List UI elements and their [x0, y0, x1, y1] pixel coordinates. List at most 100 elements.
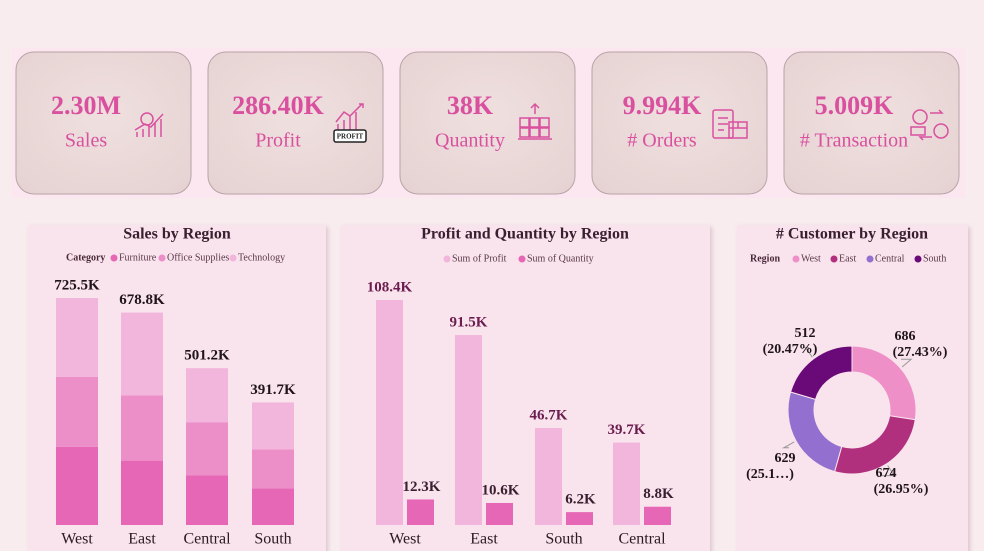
bar-segment: [121, 460, 163, 525]
leader-line: [781, 441, 795, 449]
bar: [486, 502, 513, 525]
bar: [455, 335, 482, 525]
x-tick-label: West: [61, 531, 93, 548]
total-label: 725.5K: [54, 277, 100, 293]
bar: [535, 428, 562, 525]
value-label: 12.3K: [403, 479, 441, 495]
donut-slice: [789, 345, 853, 400]
kpi-label: Sales: [65, 130, 107, 152]
value-label: 91.5K: [450, 315, 488, 331]
kpi-value: 9.994K: [623, 91, 703, 120]
sales-icon: [134, 112, 164, 137]
total-label: 678.8K: [119, 292, 165, 308]
bar-segment: [56, 376, 98, 447]
bar: [613, 442, 640, 525]
legend-label: Furniture: [119, 252, 157, 263]
bar: [407, 499, 434, 525]
value-label: 8.8K: [643, 486, 674, 502]
legend-label: East: [839, 253, 856, 264]
legend-swatch: [229, 254, 237, 262]
profit-icon: PROFIT: [333, 103, 367, 143]
legend-swatch: [830, 255, 838, 263]
legend-swatch: [110, 254, 118, 262]
orders-icon: [712, 109, 748, 139]
value-label: 108.4K: [367, 279, 413, 295]
svg-text:PROFIT: PROFIT: [337, 133, 364, 141]
legend-label: West: [801, 253, 821, 264]
legend-label: Technology: [238, 252, 285, 263]
legend-title: Region: [750, 253, 780, 264]
leader-line: [901, 358, 913, 368]
bar-segment: [186, 368, 228, 423]
leader-line: [882, 465, 896, 477]
bar-segment: [252, 449, 294, 489]
bar-segment: [186, 475, 228, 525]
bar-segment: [186, 422, 228, 476]
bar-segment: [56, 298, 98, 377]
data-label: 629: [775, 451, 796, 466]
legend-swatch: [866, 255, 874, 263]
x-tick-label: South: [545, 531, 582, 548]
value-label: 39.7K: [608, 422, 646, 438]
legend-label: Office Supplies: [167, 252, 229, 263]
legend-swatch: [443, 255, 451, 263]
panel: [737, 225, 968, 551]
bar-segment: [121, 312, 163, 396]
kpi-label: # Transaction: [800, 130, 908, 152]
legend-swatch: [792, 255, 800, 263]
bar: [566, 512, 593, 525]
kpi-card: [783, 51, 960, 195]
leader-line: [804, 347, 813, 358]
total-label: 391.7K: [250, 382, 296, 398]
kpi-value: 2.30M: [51, 91, 121, 120]
legend-label: Sum of Profit: [452, 253, 507, 264]
kpi-label: Quantity: [435, 130, 505, 152]
kpi-card: [399, 51, 576, 195]
data-label: 512: [795, 326, 816, 341]
x-tick-label: East: [470, 531, 498, 548]
total-label: 501.2K: [184, 348, 230, 364]
x-tick-label: Central: [183, 531, 231, 548]
value-label: 6.2K: [565, 492, 596, 508]
chart-title: Sales by Region: [123, 226, 231, 243]
kpi-label: Profit: [255, 130, 301, 152]
legend-label: Central: [875, 253, 905, 264]
bar: [376, 300, 403, 525]
legend-swatch: [914, 255, 922, 263]
quantity-icon: [518, 102, 552, 140]
chart-title: Profit and Quantity by Region: [421, 226, 629, 243]
legend-swatch: [158, 254, 166, 262]
kpi-value: 5.009K: [815, 91, 895, 120]
bar: [644, 506, 671, 525]
legend-label: Sum of Quantity: [527, 253, 594, 264]
transaction-icon: [910, 109, 949, 141]
kpi-card: [591, 51, 768, 195]
legend-label: South: [923, 253, 946, 264]
kpi-card: [15, 51, 192, 195]
legend-swatch: [518, 255, 526, 263]
kpi-value: 286.40K: [232, 91, 325, 120]
x-tick-label: East: [128, 531, 156, 548]
value-label: 10.6K: [482, 482, 520, 498]
kpi-value: 38K: [447, 91, 494, 120]
kpi-cards: 2.30M Sales 286.40K Profit 38K Quantity 9.994K…: [15, 51, 960, 195]
legend-title: Category: [66, 252, 105, 263]
x-tick-label: Central: [618, 531, 666, 548]
chart-title: # Customer by Region: [776, 226, 928, 243]
data-label: 674: [876, 466, 897, 481]
x-tick-label: South: [254, 531, 291, 548]
percent-label: (25.1…): [746, 467, 794, 482]
bar-segment: [252, 488, 294, 525]
x-tick-label: West: [389, 531, 421, 548]
bar-segment: [56, 446, 98, 525]
percent-label: (26.95%): [874, 482, 929, 497]
percent-label: (20.47%): [763, 342, 818, 357]
percent-label: (27.43%): [893, 345, 948, 360]
value-label: 46.7K: [530, 408, 568, 424]
kpi-card: [207, 51, 384, 195]
bar-segment: [252, 402, 294, 450]
kpi-label: # Orders: [627, 130, 697, 152]
bar-segment: [121, 395, 163, 461]
data-label: 686: [895, 329, 916, 344]
